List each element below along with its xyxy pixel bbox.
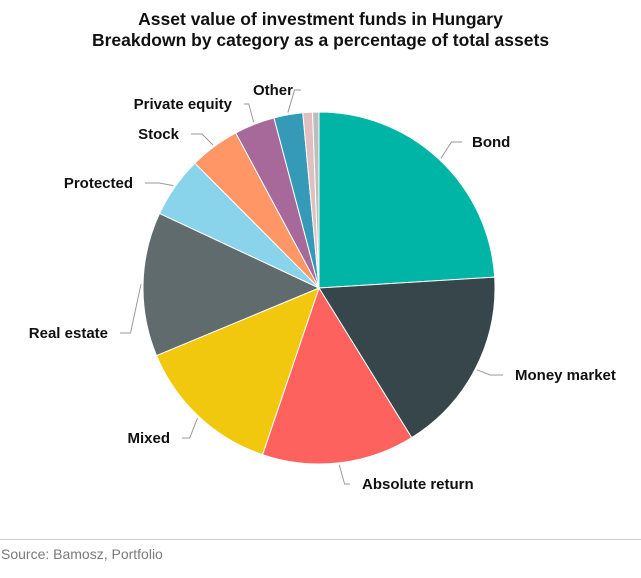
- footer-divider: [0, 539, 641, 540]
- label-leaders: [120, 89, 503, 485]
- label-mixed: Mixed: [127, 430, 170, 447]
- leader-mixed: [182, 417, 198, 439]
- leader-real-estate: [120, 284, 142, 334]
- leader-protected: [145, 182, 174, 187]
- source-note: Source: Bamosz, Portfolio: [1, 546, 163, 562]
- chart-subtitle: Breakdown by category as a percentage of…: [91, 30, 550, 50]
- slice-real-estate: [142, 212, 321, 357]
- leader-private-equity: [244, 103, 255, 123]
- slice-mixed: [155, 287, 320, 456]
- leader-bond: [440, 141, 462, 159]
- label-real-estate: Real estate: [29, 325, 108, 342]
- leader-money-market: [476, 369, 503, 376]
- label-other: Other: [253, 82, 293, 99]
- chart-title-block: Asset value of investment funds in Hunga…: [0, 9, 641, 51]
- label-private-equity: Private equity: [134, 96, 233, 113]
- slice-labels: Bond Money market Absolute return Mixed Real…: [29, 82, 616, 493]
- label-absolute-return: Absolute return: [362, 476, 474, 493]
- label-stock: Stock: [138, 126, 180, 143]
- label-protected: Protected: [64, 175, 133, 192]
- label-money-market: Money market: [515, 367, 616, 384]
- chart-title: Asset value of investment funds in Hunga…: [138, 9, 503, 29]
- leader-absolute-return: [338, 464, 350, 485]
- leader-stock: [191, 133, 214, 146]
- pie-slices: [142, 111, 496, 465]
- leader-other: [287, 89, 301, 113]
- slice-money-market: [318, 276, 496, 439]
- slice-bond: [318, 111, 496, 289]
- slice-absolute-return: [261, 286, 413, 465]
- label-bond: Bond: [472, 134, 510, 151]
- pie-chart: Bond Money market Absolute return Mixed Real…: [29, 82, 616, 493]
- slice-unlabeled-10: [311, 111, 320, 289]
